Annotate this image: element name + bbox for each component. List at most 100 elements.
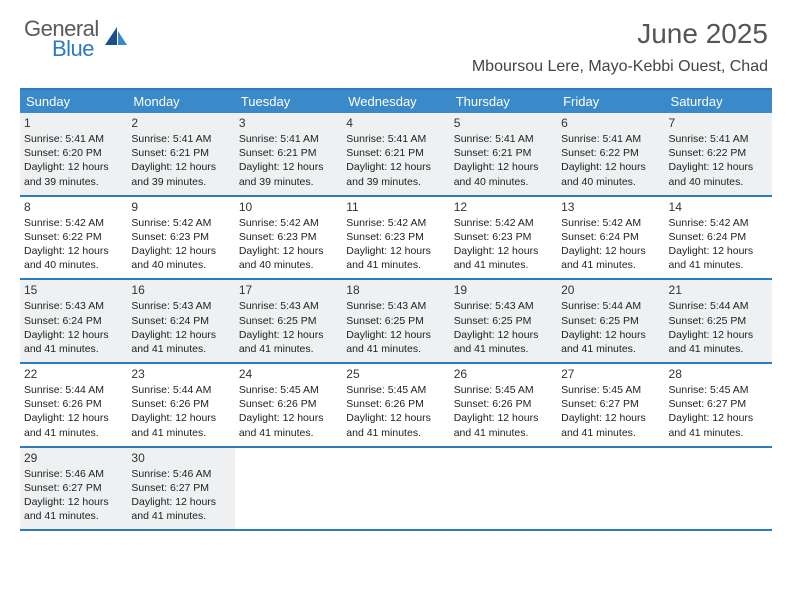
sunset-line: Sunset: 6:20 PM [24, 146, 123, 160]
sunset-line: Sunset: 6:25 PM [454, 314, 553, 328]
day-cell: 28Sunrise: 5:45 AMSunset: 6:27 PMDayligh… [665, 364, 772, 446]
day-cell: 29Sunrise: 5:46 AMSunset: 6:27 PMDayligh… [20, 448, 127, 530]
day-cell: 20Sunrise: 5:44 AMSunset: 6:25 PMDayligh… [557, 280, 664, 362]
sunset-line: Sunset: 6:26 PM [454, 397, 553, 411]
daylight-line: Daylight: 12 hours and 41 minutes. [239, 328, 338, 356]
sunset-line: Sunset: 6:27 PM [669, 397, 768, 411]
sunrise-line: Sunrise: 5:43 AM [239, 299, 338, 313]
daylight-line: Daylight: 12 hours and 39 minutes. [131, 160, 230, 188]
day-header: Wednesday [342, 90, 449, 113]
day-cell: 23Sunrise: 5:44 AMSunset: 6:26 PMDayligh… [127, 364, 234, 446]
sunrise-line: Sunrise: 5:42 AM [24, 216, 123, 230]
sunset-line: Sunset: 6:21 PM [346, 146, 445, 160]
day-cell: 30Sunrise: 5:46 AMSunset: 6:27 PMDayligh… [127, 448, 234, 530]
sunset-line: Sunset: 6:23 PM [346, 230, 445, 244]
day-cell: 11Sunrise: 5:42 AMSunset: 6:23 PMDayligh… [342, 197, 449, 279]
day-number: 5 [454, 116, 553, 130]
daylight-line: Daylight: 12 hours and 41 minutes. [454, 328, 553, 356]
day-header: Monday [127, 90, 234, 113]
day-cell: 6Sunrise: 5:41 AMSunset: 6:22 PMDaylight… [557, 113, 664, 195]
day-header-row: Sunday Monday Tuesday Wednesday Thursday… [20, 90, 772, 113]
day-cell: 4Sunrise: 5:41 AMSunset: 6:21 PMDaylight… [342, 113, 449, 195]
day-header: Thursday [450, 90, 557, 113]
day-number: 20 [561, 283, 660, 297]
day-number: 15 [24, 283, 123, 297]
sunset-line: Sunset: 6:26 PM [239, 397, 338, 411]
sunset-line: Sunset: 6:26 PM [24, 397, 123, 411]
day-cell: 13Sunrise: 5:42 AMSunset: 6:24 PMDayligh… [557, 197, 664, 279]
day-cell [557, 448, 664, 530]
week-row: 15Sunrise: 5:43 AMSunset: 6:24 PMDayligh… [20, 280, 772, 364]
sunset-line: Sunset: 6:23 PM [239, 230, 338, 244]
sunrise-line: Sunrise: 5:45 AM [561, 383, 660, 397]
daylight-line: Daylight: 12 hours and 40 minutes. [131, 244, 230, 272]
day-number: 17 [239, 283, 338, 297]
day-cell: 25Sunrise: 5:45 AMSunset: 6:26 PMDayligh… [342, 364, 449, 446]
daylight-line: Daylight: 12 hours and 41 minutes. [669, 244, 768, 272]
day-number: 18 [346, 283, 445, 297]
sunset-line: Sunset: 6:25 PM [239, 314, 338, 328]
daylight-line: Daylight: 12 hours and 41 minutes. [131, 328, 230, 356]
daylight-line: Daylight: 12 hours and 39 minutes. [24, 160, 123, 188]
day-header: Tuesday [235, 90, 342, 113]
sunset-line: Sunset: 6:22 PM [561, 146, 660, 160]
sunrise-line: Sunrise: 5:42 AM [669, 216, 768, 230]
sunrise-line: Sunrise: 5:44 AM [669, 299, 768, 313]
weeks-container: 1Sunrise: 5:41 AMSunset: 6:20 PMDaylight… [20, 113, 772, 531]
daylight-line: Daylight: 12 hours and 41 minutes. [131, 495, 230, 523]
daylight-line: Daylight: 12 hours and 40 minutes. [561, 160, 660, 188]
week-row: 29Sunrise: 5:46 AMSunset: 6:27 PMDayligh… [20, 448, 772, 532]
day-cell [342, 448, 449, 530]
day-number: 19 [454, 283, 553, 297]
sunset-line: Sunset: 6:27 PM [561, 397, 660, 411]
daylight-line: Daylight: 12 hours and 41 minutes. [561, 244, 660, 272]
day-cell: 24Sunrise: 5:45 AMSunset: 6:26 PMDayligh… [235, 364, 342, 446]
sunset-line: Sunset: 6:22 PM [24, 230, 123, 244]
sunrise-line: Sunrise: 5:41 AM [24, 132, 123, 146]
daylight-line: Daylight: 12 hours and 41 minutes. [24, 411, 123, 439]
sunrise-line: Sunrise: 5:45 AM [346, 383, 445, 397]
sunrise-line: Sunrise: 5:44 AM [24, 383, 123, 397]
day-number: 25 [346, 367, 445, 381]
daylight-line: Daylight: 12 hours and 39 minutes. [346, 160, 445, 188]
day-cell: 8 Sunrise: 5:42 AMSunset: 6:22 PMDaylight… [20, 197, 127, 279]
sunset-line: Sunset: 6:27 PM [131, 481, 230, 495]
daylight-line: Daylight: 12 hours and 40 minutes. [454, 160, 553, 188]
day-cell [235, 448, 342, 530]
sunset-line: Sunset: 6:26 PM [346, 397, 445, 411]
day-number: 16 [131, 283, 230, 297]
daylight-line: Daylight: 12 hours and 41 minutes. [454, 411, 553, 439]
daylight-line: Daylight: 12 hours and 40 minutes. [239, 244, 338, 272]
calendar: Sunday Monday Tuesday Wednesday Thursday… [20, 88, 772, 531]
day-number: 1 [24, 116, 123, 130]
day-number: 21 [669, 283, 768, 297]
sunset-line: Sunset: 6:21 PM [131, 146, 230, 160]
daylight-line: Daylight: 12 hours and 40 minutes. [24, 244, 123, 272]
day-number: 23 [131, 367, 230, 381]
day-cell: 1 Sunrise: 5:41 AMSunset: 6:20 PMDaylight… [20, 113, 127, 195]
day-number: 14 [669, 200, 768, 214]
sunset-line: Sunset: 6:21 PM [239, 146, 338, 160]
day-number: 26 [454, 367, 553, 381]
day-cell: 27Sunrise: 5:45 AMSunset: 6:27 PMDayligh… [557, 364, 664, 446]
day-cell: 18Sunrise: 5:43 AMSunset: 6:25 PMDayligh… [342, 280, 449, 362]
sunrise-line: Sunrise: 5:43 AM [454, 299, 553, 313]
sunrise-line: Sunrise: 5:45 AM [454, 383, 553, 397]
day-number: 8 [24, 200, 123, 214]
week-row: 1Sunrise: 5:41 AMSunset: 6:20 PMDaylight… [20, 113, 772, 197]
sunrise-line: Sunrise: 5:43 AM [24, 299, 123, 313]
day-cell: 14Sunrise: 5:42 AMSunset: 6:24 PMDayligh… [665, 197, 772, 279]
daylight-line: Daylight: 12 hours and 41 minutes. [561, 328, 660, 356]
week-row: 8Sunrise: 5:42 AMSunset: 6:22 PMDaylight… [20, 197, 772, 281]
sunrise-line: Sunrise: 5:46 AM [131, 467, 230, 481]
sunset-line: Sunset: 6:27 PM [24, 481, 123, 495]
sunset-line: Sunset: 6:23 PM [454, 230, 553, 244]
sunrise-line: Sunrise: 5:42 AM [346, 216, 445, 230]
sunset-line: Sunset: 6:24 PM [131, 314, 230, 328]
sunrise-line: Sunrise: 5:42 AM [131, 216, 230, 230]
sunset-line: Sunset: 6:26 PM [131, 397, 230, 411]
page-title: June 2025 [472, 18, 768, 50]
brand-word-2: Blue [52, 38, 99, 60]
day-cell: 7Sunrise: 5:41 AMSunset: 6:22 PMDaylight… [665, 113, 772, 195]
day-cell: 19 Sunrise: 5:43 AMSunset: 6:25 PMDayligh… [450, 280, 557, 362]
